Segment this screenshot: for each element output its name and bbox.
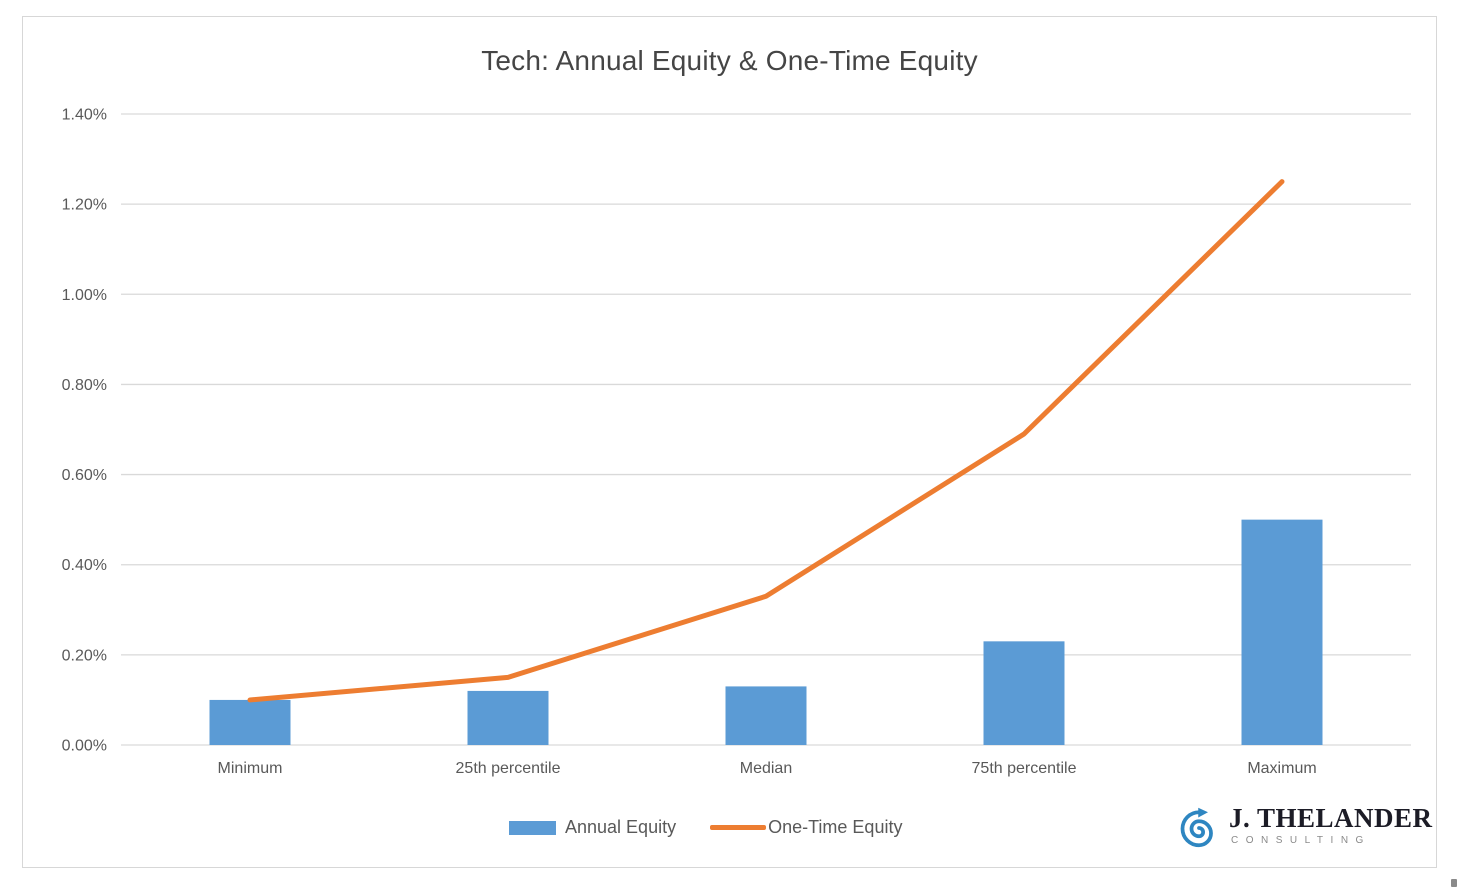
one-time-equity-swatch-icon: [710, 825, 767, 830]
legend-label-annual-equity: Annual Equity: [565, 817, 677, 837]
y-tick-label: 0.80%: [62, 377, 107, 394]
legend-label-one-time-equity: One-Time Equity: [768, 817, 903, 837]
legend-item-annual-equity: Annual Equity: [509, 817, 676, 838]
y-tick-label: 0.20%: [62, 647, 107, 664]
x-category-label: Median: [740, 760, 792, 777]
one-time-equity-line: [247, 179, 1285, 703]
y-tick-label: 0.00%: [62, 738, 107, 755]
bar-75th-percentile: [983, 641, 1065, 745]
bar-median: [725, 686, 807, 745]
y-tick-label: 1.00%: [62, 287, 107, 304]
corner-artifact: [1451, 879, 1457, 887]
y-tick-label: 1.40%: [62, 107, 107, 124]
x-category-label: 25th percentile: [456, 760, 561, 777]
chart-title: Tech: Annual Equity & One-Time Equity: [481, 45, 978, 76]
y-tick-label: 0.60%: [62, 467, 107, 484]
chart-container: Tech: Annual Equity & One-Time Equity 0.…: [22, 16, 1437, 868]
y-tick-label: 0.40%: [62, 557, 107, 574]
legend: Annual Equity One-Time Equity: [509, 817, 902, 838]
annual-equity-swatch-icon: [509, 820, 556, 835]
x-category-label: Minimum: [218, 760, 283, 777]
plot-svg: 0.00% 0.20% 0.40% 0.60% 0.80% 1.00% 1.20% 1.40%…: [62, 107, 1411, 777]
y-tick-label: 1.20%: [62, 197, 107, 214]
logo-text: J. THELANDER CONSULTING: [1229, 803, 1433, 846]
x-category-label: 75th percentile: [972, 760, 1077, 777]
bar-25th-percentile: [467, 690, 549, 745]
bar-maximum: [1241, 519, 1323, 745]
logo-name: J. THELANDER: [1229, 803, 1433, 833]
legend-item-one-time-equity: One-Time Equity: [710, 817, 902, 838]
logo: J. THELANDER CONSULTING: [1175, 803, 1433, 859]
x-category-label: Maximum: [1247, 760, 1316, 777]
spiral-arrow-icon: [1180, 807, 1213, 848]
bar-minimum: [209, 699, 291, 745]
logo-subtitle: CONSULTING: [1231, 835, 1371, 846]
